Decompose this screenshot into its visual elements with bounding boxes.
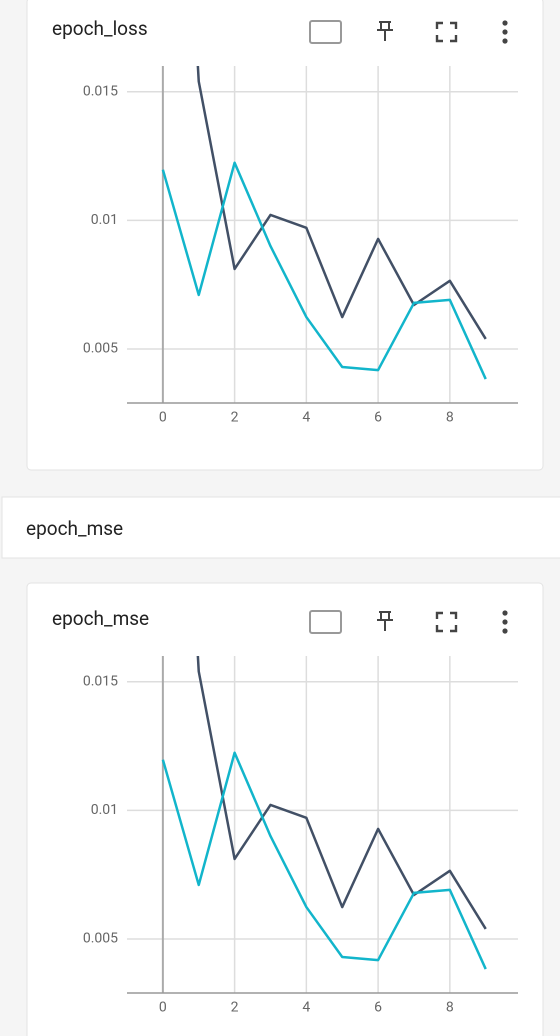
y-tick-label: 0.015 [83,673,118,689]
fullscreen-button[interactable] [435,21,458,43]
series-line [161,751,487,970]
section-header [1,496,560,559]
section-title: epoch_mse [26,517,123,540]
y-tick-label: 0.01 [91,212,118,228]
fit-button[interactable] [309,610,342,634]
card [26,0,544,471]
fullscreen-button[interactable] [435,611,458,633]
x-tick-label: 6 [374,410,382,426]
y-tick-label: 0.015 [83,83,118,99]
x-tick-label: 4 [302,410,310,426]
chart-title: epoch_mse [52,607,149,630]
chart-title: epoch_loss [52,17,148,40]
x-tick-label: 0 [159,1000,167,1016]
menu-dot[interactable] [502,610,508,616]
x-tick-label: 0 [159,410,167,426]
y-tick-label: 0.005 [83,931,118,947]
series-line [196,66,487,340]
y-tick-label: 0.01 [91,802,118,818]
x-tick-label: 8 [446,410,454,426]
menu-dot[interactable] [502,619,508,625]
y-tick-label: 0.005 [83,341,118,357]
series-line [196,656,487,930]
menu-dot[interactable] [502,628,508,634]
fit-button[interactable] [309,20,342,44]
pin-button[interactable] [377,21,393,41]
menu-dot[interactable] [502,29,508,35]
menu-dot[interactable] [502,20,508,26]
x-tick-label: 4 [302,1000,310,1016]
x-tick-label: 2 [231,1000,239,1016]
x-tick-label: 6 [374,1000,382,1016]
menu-dot[interactable] [502,38,508,44]
x-tick-label: 8 [446,1000,454,1016]
series-line [161,161,487,380]
pin-button[interactable] [377,611,393,631]
x-tick-label: 2 [231,410,239,426]
